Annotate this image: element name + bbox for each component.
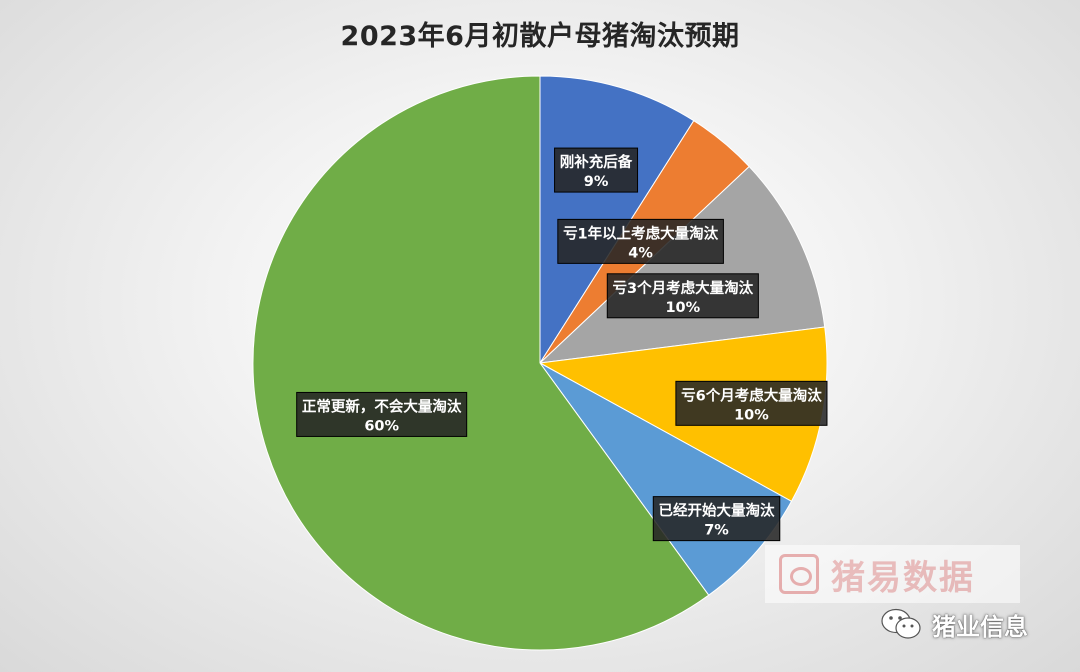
pie-slice-6 — [252, 75, 710, 651]
slice-category-label: 正常更新，不会大量淘汰 — [302, 397, 462, 415]
slice-percent-label: 10% — [734, 407, 769, 423]
slice-percent-label: 4% — [628, 245, 653, 261]
watermark-primary-text: 猪易数据 — [831, 557, 975, 598]
label-box-1 — [554, 147, 639, 193]
slice-percent-label: 10% — [665, 300, 700, 316]
data-label-6: 正常更新，不会大量淘汰 60% — [296, 391, 468, 437]
label-box-6 — [296, 391, 468, 437]
slice-percent-label: 9% — [584, 174, 609, 190]
data-label-3: 亏3个月考虑大量淘汰 10% — [606, 273, 759, 319]
chart-title: 2023年6月初散户母猪淘汰预期 — [340, 21, 740, 52]
zhuyi-logo-icon — [779, 554, 819, 594]
slice-percent-label: 7% — [704, 523, 729, 539]
data-label-4: 亏6个月考虑大量淘汰 10% — [675, 380, 828, 426]
watermark-zhuyi-data: 猪易数据 — [765, 545, 1020, 603]
slice-category-label: 已经开始大量淘汰 — [659, 502, 775, 520]
slice-category-label: 刚补充后备 — [560, 153, 633, 171]
label-box-4 — [675, 380, 828, 426]
wechat-icon — [881, 608, 921, 639]
watermark-secondary-text: 猪业信息 — [932, 612, 1028, 641]
slice-category-label: 亏1年以上考虑大量淘汰 — [563, 224, 719, 242]
data-label-1: 刚补充后备 9% — [554, 147, 639, 193]
label-box-5 — [652, 496, 781, 542]
data-label-5: 已经开始大量淘汰 7% — [652, 496, 781, 542]
data-label-2: 亏1年以上考虑大量淘汰 4% — [557, 218, 724, 264]
watermark-wechat: 猪业信息 — [880, 604, 1028, 644]
slice-category-label: 亏6个月考虑大量淘汰 — [681, 386, 822, 404]
label-box-3 — [606, 273, 759, 319]
slice-category-label: 亏3个月考虑大量淘汰 — [613, 279, 754, 297]
label-box-2 — [557, 218, 724, 264]
slice-percent-label: 60% — [364, 418, 399, 434]
